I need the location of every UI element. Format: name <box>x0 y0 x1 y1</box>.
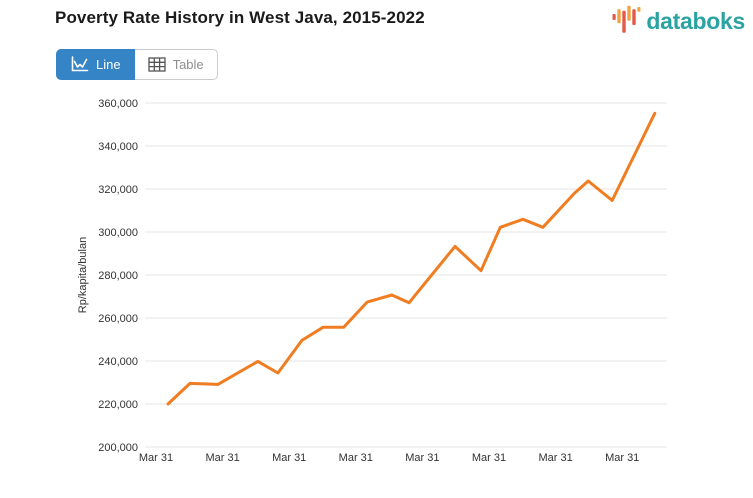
databoks-logo[interactable]: databoks <box>606 5 745 37</box>
line-view-button[interactable]: Line <box>56 49 135 80</box>
line-chart-canvas: 200,000 220,000 240,000 260,000 280,000 300,0… <box>77 98 667 464</box>
chart-type-toggle: Line Table <box>56 49 218 80</box>
databoks-logo-icon <box>612 5 641 33</box>
databoks-logo-text: databoks <box>646 8 745 34</box>
y-tick-label: 220,000 <box>98 399 138 411</box>
y-tick-label: 280,000 <box>98 270 138 282</box>
chart-area: 200,000 220,000 240,000 260,000 280,000 300,0… <box>0 90 753 498</box>
data-series-line <box>166 111 657 406</box>
table-view-label: Table <box>172 57 204 72</box>
x-tick-label: Mar 31 <box>205 452 239 464</box>
y-tick-label: 260,000 <box>98 313 138 325</box>
line-view-label: Line <box>96 57 121 72</box>
y-tick-label: 240,000 <box>98 356 138 368</box>
y-tick-label: 320,000 <box>98 184 138 196</box>
x-tick-label: Mar 31 <box>139 452 173 464</box>
y-axis-title: Rp/kapita/bulan <box>77 237 89 313</box>
y-tick-label: 360,000 <box>98 98 138 110</box>
x-tick-label: Mar 31 <box>605 452 639 464</box>
y-tick-label: 300,000 <box>98 227 138 239</box>
x-tick-label: Mar 31 <box>339 452 373 464</box>
y-tick-label: 340,000 <box>98 141 138 153</box>
x-tick-label: Mar 31 <box>272 452 306 464</box>
page-title: Poverty Rate History in West Java, 2015-… <box>55 8 425 27</box>
table-icon <box>147 57 166 72</box>
x-tick-label: Mar 31 <box>472 452 506 464</box>
line-chart-icon <box>70 56 89 73</box>
y-tick-label: 200,000 <box>98 442 138 454</box>
x-tick-label: Mar 31 <box>405 452 439 464</box>
x-tick-label: Mar 31 <box>538 452 572 464</box>
table-view-button[interactable]: Table <box>133 49 218 80</box>
